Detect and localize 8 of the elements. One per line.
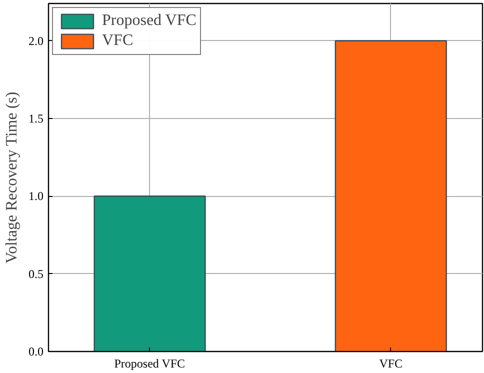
- y-tick-label: 0.5: [28, 266, 44, 281]
- y-tick-label: 1.0: [28, 189, 44, 204]
- legend-label: VFC: [102, 32, 134, 50]
- y-tick-label: 1.5: [28, 111, 44, 126]
- legend-label: Proposed VFC: [102, 12, 196, 30]
- y-tick-label: 2.0: [28, 34, 44, 48]
- y-tick-label: 0.0: [28, 344, 44, 358]
- y-axis-title: Voltage Recovery Time (s): [4, 92, 20, 264]
